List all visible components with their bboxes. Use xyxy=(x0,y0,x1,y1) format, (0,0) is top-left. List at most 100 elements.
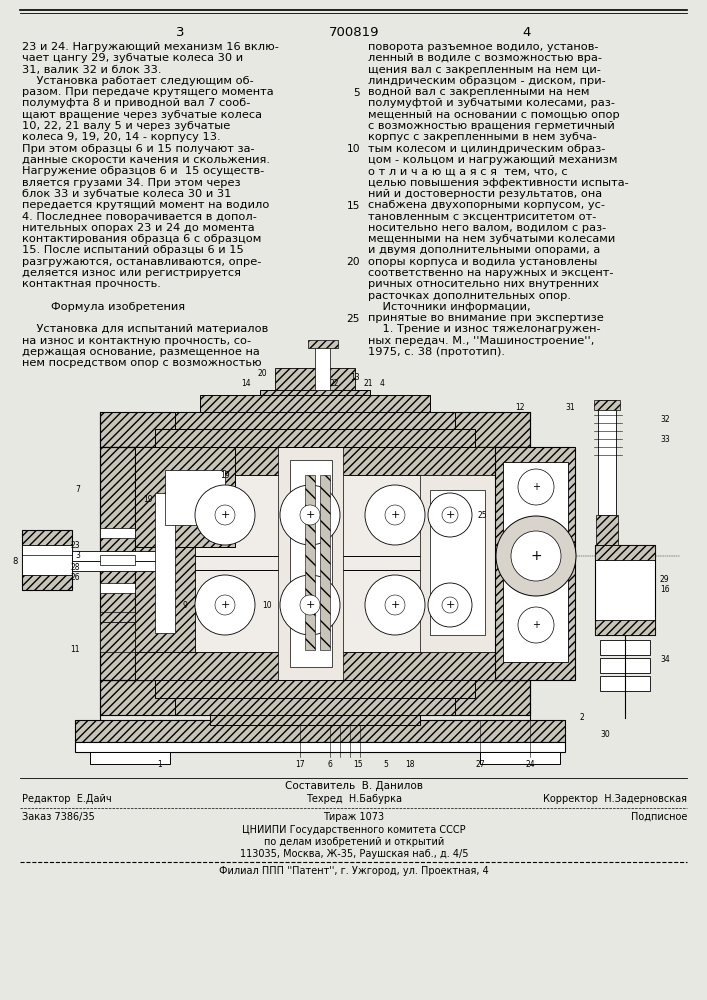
Text: 15: 15 xyxy=(346,201,360,211)
Text: данные скорости качения и скольжения.: данные скорости качения и скольжения. xyxy=(22,155,270,165)
Bar xyxy=(595,545,655,560)
Text: тановленным с эксцентриситетом от-: тановленным с эксцентриситетом от- xyxy=(368,212,597,222)
Text: 16: 16 xyxy=(660,585,670,594)
Bar xyxy=(135,447,235,547)
Text: о т л и ч а ю щ а я с я  тем, что, с: о т л и ч а ю щ а я с я тем, что, с xyxy=(368,166,568,176)
Bar xyxy=(600,676,650,691)
Text: полумуфтой и зубчатыми колесами, раз-: полумуфтой и зубчатыми колесами, раз- xyxy=(368,99,615,108)
Text: 24: 24 xyxy=(525,760,534,769)
Text: щают вращение через зубчатые колеса: щают вращение через зубчатые колеса xyxy=(22,110,262,120)
Circle shape xyxy=(428,493,472,537)
Circle shape xyxy=(280,575,340,635)
Bar xyxy=(305,475,315,650)
Bar xyxy=(596,515,618,545)
Text: +: + xyxy=(221,510,230,520)
Text: 25: 25 xyxy=(346,314,360,324)
Text: колеса 9, 19, 20, 14 - корпусу 13.: колеса 9, 19, 20, 14 - корпусу 13. xyxy=(22,132,221,142)
Text: +: + xyxy=(530,549,542,563)
Bar xyxy=(135,652,495,680)
Bar xyxy=(100,528,135,538)
Text: держащая основание, размещенное на: держащая основание, размещенное на xyxy=(22,347,259,357)
Text: на износ и контактную прочность, со-: на износ и контактную прочность, со- xyxy=(22,336,251,346)
Text: Установка для испытаний материалов: Установка для испытаний материалов xyxy=(22,324,268,334)
Text: 9: 9 xyxy=(182,600,187,609)
Bar xyxy=(75,720,565,742)
Text: Подписное: Подписное xyxy=(631,812,687,822)
Bar xyxy=(320,475,330,650)
Bar xyxy=(595,545,655,635)
Bar xyxy=(100,612,135,622)
Text: расточках дополнительных опор.: расточках дополнительных опор. xyxy=(368,291,571,301)
Text: 4: 4 xyxy=(522,26,531,39)
Text: 8: 8 xyxy=(13,558,18,566)
Text: 18: 18 xyxy=(405,760,415,769)
Bar xyxy=(175,698,455,715)
Text: с возможностью вращения герметичный: с возможностью вращения герметичный xyxy=(368,121,615,131)
Text: Заказ 7386/35: Заказ 7386/35 xyxy=(22,812,95,822)
Text: разгружаются, останавливаются, опре-: разгружаются, останавливаются, опре- xyxy=(22,257,262,267)
Text: +: + xyxy=(445,600,455,610)
Bar xyxy=(290,460,332,667)
Text: 14: 14 xyxy=(241,379,251,388)
Bar xyxy=(100,622,135,652)
Bar xyxy=(595,620,655,635)
Text: Составитель  В. Данилов: Составитель В. Данилов xyxy=(285,781,423,791)
Circle shape xyxy=(518,607,554,643)
Text: 10, 22, 21 валу 5 и через зубчатые: 10, 22, 21 валу 5 и через зубчатые xyxy=(22,121,230,131)
Bar xyxy=(100,555,135,565)
Circle shape xyxy=(511,531,561,581)
Bar xyxy=(430,490,485,635)
Circle shape xyxy=(496,516,576,596)
Text: 3: 3 xyxy=(176,26,185,39)
Text: 33: 33 xyxy=(660,436,670,444)
Text: 20: 20 xyxy=(257,369,267,378)
Text: 31: 31 xyxy=(565,403,575,412)
Text: 6: 6 xyxy=(327,760,332,769)
Bar xyxy=(480,752,560,764)
Circle shape xyxy=(442,597,458,613)
Bar xyxy=(420,475,495,652)
Text: соответственно на наружных и эксцент-: соответственно на наружных и эксцент- xyxy=(368,268,614,278)
Text: Редактор  Е.Дайч: Редактор Е.Дайч xyxy=(22,794,112,804)
Circle shape xyxy=(195,575,255,635)
Text: целью повышения эффективности испыта-: целью повышения эффективности испыта- xyxy=(368,178,629,188)
Text: ленный в водиле с возможностью вра-: ленный в водиле с возможностью вра- xyxy=(368,53,602,63)
Text: Тираж 1073: Тираж 1073 xyxy=(323,812,385,822)
Circle shape xyxy=(280,485,340,545)
Circle shape xyxy=(215,505,235,525)
Text: 19: 19 xyxy=(144,495,153,504)
Text: линдрическим образцом - диском, при-: линдрическим образцом - диском, при- xyxy=(368,76,606,86)
Text: тым колесом и цилиндрическим образ-: тым колесом и цилиндрическим образ- xyxy=(368,144,605,154)
Text: Техред  Н.Бабурка: Техред Н.Бабурка xyxy=(306,794,402,804)
Bar xyxy=(135,447,495,475)
Text: Формула изобретения: Формула изобретения xyxy=(22,302,185,312)
Circle shape xyxy=(385,595,405,615)
Text: 32: 32 xyxy=(660,416,670,424)
Bar xyxy=(155,680,475,698)
Text: +: + xyxy=(390,600,399,610)
Text: принятые во внимание при экспертизе: принятые во внимание при экспертизе xyxy=(368,313,604,323)
Text: 17: 17 xyxy=(296,760,305,769)
Text: 25: 25 xyxy=(477,510,486,520)
Text: 26: 26 xyxy=(71,574,80,582)
Bar xyxy=(72,561,162,571)
Text: 2: 2 xyxy=(580,714,585,722)
Bar xyxy=(100,447,135,680)
Text: 113035, Москва, Ж-35, Раушская наб., д. 4/5: 113035, Москва, Ж-35, Раушская наб., д. … xyxy=(240,849,468,859)
Text: 4. Последнее поворачивается в допол-: 4. Последнее поворачивается в допол- xyxy=(22,212,257,222)
Text: +: + xyxy=(305,510,315,520)
Text: Филиал ППП ''Патент'', г. Ужгород, ул. Проектная, 4: Филиал ППП ''Патент'', г. Ужгород, ул. П… xyxy=(219,866,489,876)
Text: контактная прочность.: контактная прочность. xyxy=(22,279,161,289)
Bar xyxy=(278,447,343,680)
Text: цом - кольцом и нагружающий механизм: цом - кольцом и нагружающий механизм xyxy=(368,155,617,165)
Bar xyxy=(22,545,72,575)
Text: При этом образцы 6 и 15 получают за-: При этом образцы 6 и 15 получают за- xyxy=(22,144,255,154)
Text: +: + xyxy=(221,600,230,610)
Text: +: + xyxy=(532,620,540,630)
Bar xyxy=(308,340,338,348)
Circle shape xyxy=(300,505,320,525)
Bar xyxy=(165,470,225,525)
Text: +: + xyxy=(305,600,315,610)
Circle shape xyxy=(215,595,235,615)
Bar xyxy=(135,475,495,652)
